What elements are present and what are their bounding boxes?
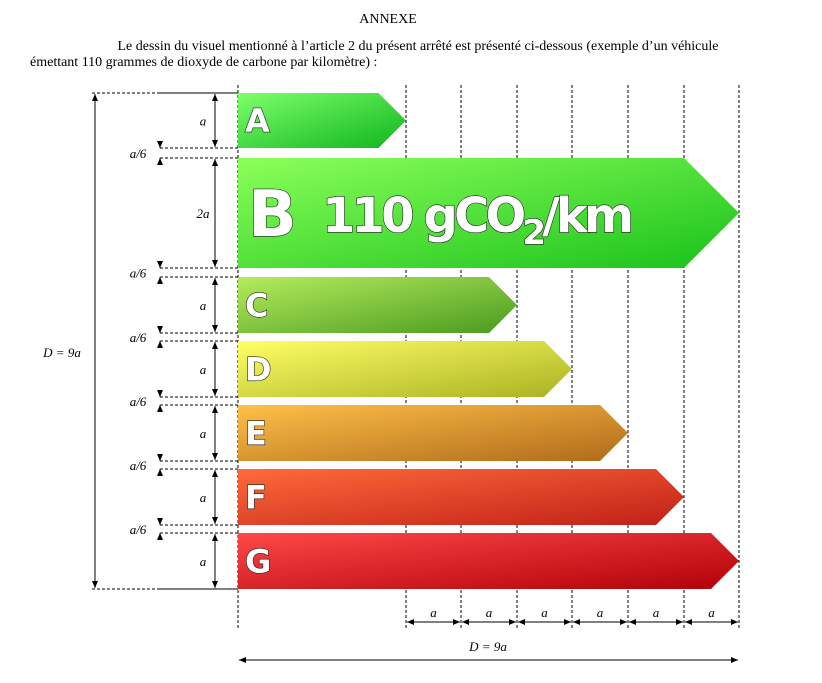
height-label: a [200, 554, 207, 569]
bar-letter: E [245, 415, 267, 453]
height-label: a [200, 426, 207, 441]
height-label: 2a [197, 206, 211, 221]
unit-label: a [597, 605, 604, 620]
gap-label: a/6 [130, 522, 147, 537]
gap-label: a/6 [130, 266, 147, 281]
total-label: D = 9a [468, 639, 507, 654]
energy-bar [238, 277, 517, 333]
bar-value: 110 gCO2/km [322, 188, 634, 253]
value-main: 110 gCO [322, 188, 526, 244]
bar-letter: B [248, 178, 297, 252]
unit-label: a [653, 605, 660, 620]
gap-label: a/6 [130, 458, 147, 473]
unit-label: a [430, 605, 437, 620]
total-label: D = 9a [42, 345, 81, 360]
height-label: a [200, 298, 207, 313]
height-label: a [200, 490, 207, 505]
energy-bar [238, 158, 739, 268]
title: ANNEXE [359, 12, 417, 27]
value-sub: 2 [522, 213, 546, 253]
energy-bar [238, 405, 628, 461]
diagram: Aaa/6B 110 gCO2/km2aa/6Caa/6Daa/6Eaa/6Faa… [42, 85, 740, 663]
value-unit: /km [542, 188, 634, 244]
unit-label: a [541, 605, 548, 620]
bar-letter: A [245, 102, 270, 140]
bar-letter: D [245, 351, 272, 389]
energy-bar [238, 341, 572, 397]
gap-label: a/6 [130, 330, 147, 345]
height-label: a [200, 114, 207, 129]
height-label: a [200, 362, 207, 377]
energy-bar [238, 93, 406, 148]
intro-line: émettant 110 grammes de dioxyde de carbo… [30, 55, 377, 70]
unit-label: a [486, 605, 493, 620]
energy-bar [238, 469, 684, 525]
bar-letter: C [245, 287, 268, 325]
bar-letter: F [245, 479, 267, 517]
energy-bar [238, 533, 739, 589]
gap-label: a/6 [130, 146, 147, 161]
bar-letter: G [245, 543, 271, 581]
intro-line: Le dessin du visuel mentionné à l’articl… [117, 39, 718, 54]
unit-label: a [708, 605, 715, 620]
gap-label: a/6 [130, 394, 147, 409]
